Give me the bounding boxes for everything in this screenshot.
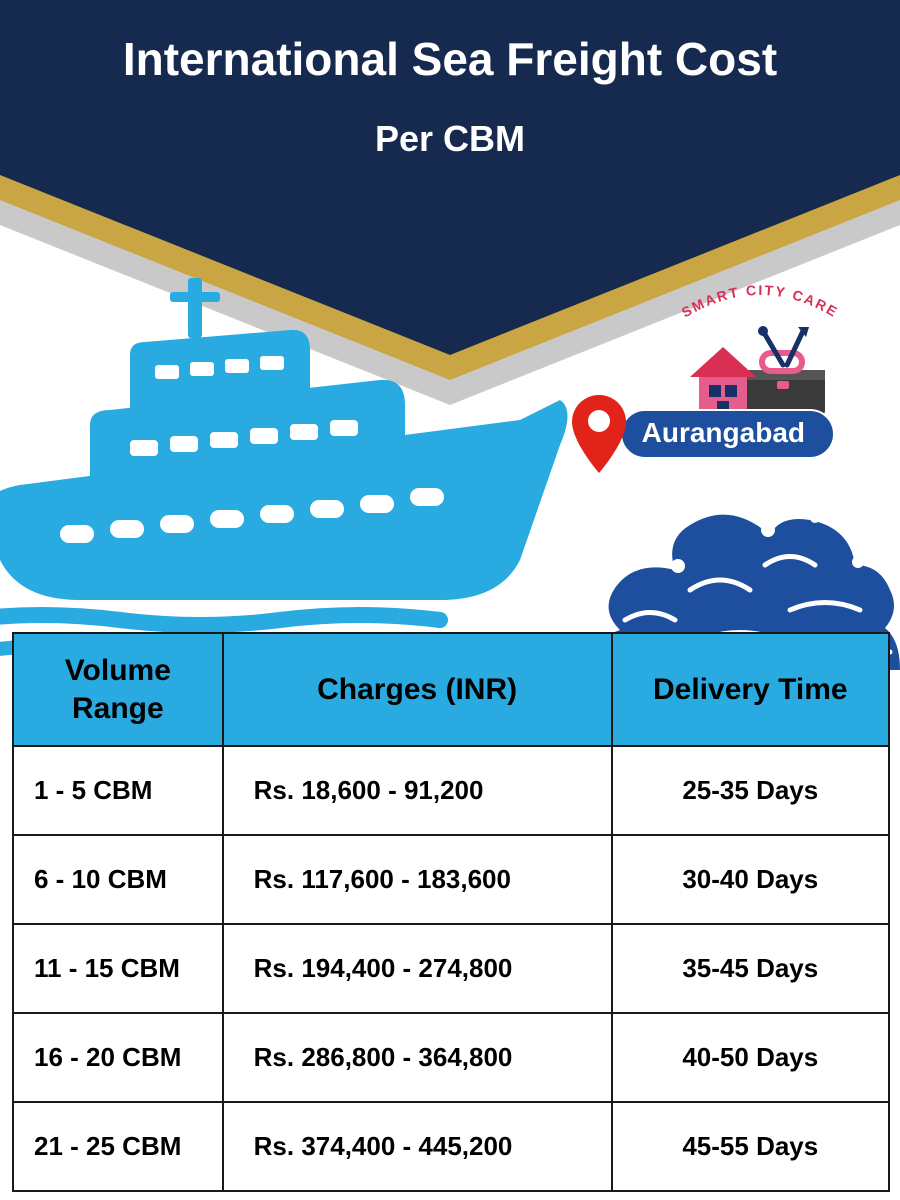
col-header-delivery: Delivery Time [612, 633, 889, 746]
table-row: 1 - 5 CBM Rs. 18,600 - 91,200 25-35 Days [13, 746, 889, 835]
table-row: 11 - 15 CBM Rs. 194,400 - 274,800 35-45 … [13, 924, 889, 1013]
cell-volume: 16 - 20 CBM [13, 1013, 223, 1102]
table-row: 6 - 10 CBM Rs. 117,600 - 183,600 30-40 D… [13, 835, 889, 924]
cell-delivery: 45-55 Days [612, 1102, 889, 1191]
page-title: International Sea Freight Cost [0, 32, 900, 86]
location-label: Aurangabad [620, 409, 835, 459]
col-header-charges: Charges (INR) [223, 633, 612, 746]
cell-delivery: 35-45 Days [612, 924, 889, 1013]
freight-cost-table: Volume Range Charges (INR) Delivery Time… [12, 632, 890, 1192]
cell-volume: 21 - 25 CBM [13, 1102, 223, 1191]
table-row: 21 - 25 CBM Rs. 374,400 - 445,200 45-55 … [13, 1102, 889, 1191]
cell-volume: 11 - 15 CBM [13, 924, 223, 1013]
ship-illustration [0, 260, 580, 660]
cell-charges: Rs. 18,600 - 91,200 [223, 746, 612, 835]
svg-text:SMART CITY CARE: SMART CITY CARE [679, 282, 842, 320]
col-header-volume: Volume Range [13, 633, 223, 746]
page-subtitle: Per CBM [0, 118, 900, 160]
cell-charges: Rs. 194,400 - 274,800 [223, 924, 612, 1013]
cell-charges: Rs. 117,600 - 183,600 [223, 835, 612, 924]
cell-delivery: 25-35 Days [612, 746, 889, 835]
location-badge: Aurangabad [572, 395, 835, 473]
logo-arc-text: SMART CITY CARE [675, 280, 845, 320]
table-row: 16 - 20 CBM Rs. 286,800 - 364,800 40-50 … [13, 1013, 889, 1102]
cell-delivery: 40-50 Days [612, 1013, 889, 1102]
location-pin-icon [572, 395, 626, 473]
table-header-row: Volume Range Charges (INR) Delivery Time [13, 633, 889, 746]
cell-volume: 6 - 10 CBM [13, 835, 223, 924]
cell-charges: Rs. 374,400 - 445,200 [223, 1102, 612, 1191]
cell-delivery: 30-40 Days [612, 835, 889, 924]
cell-volume: 1 - 5 CBM [13, 746, 223, 835]
cell-charges: Rs. 286,800 - 364,800 [223, 1013, 612, 1102]
